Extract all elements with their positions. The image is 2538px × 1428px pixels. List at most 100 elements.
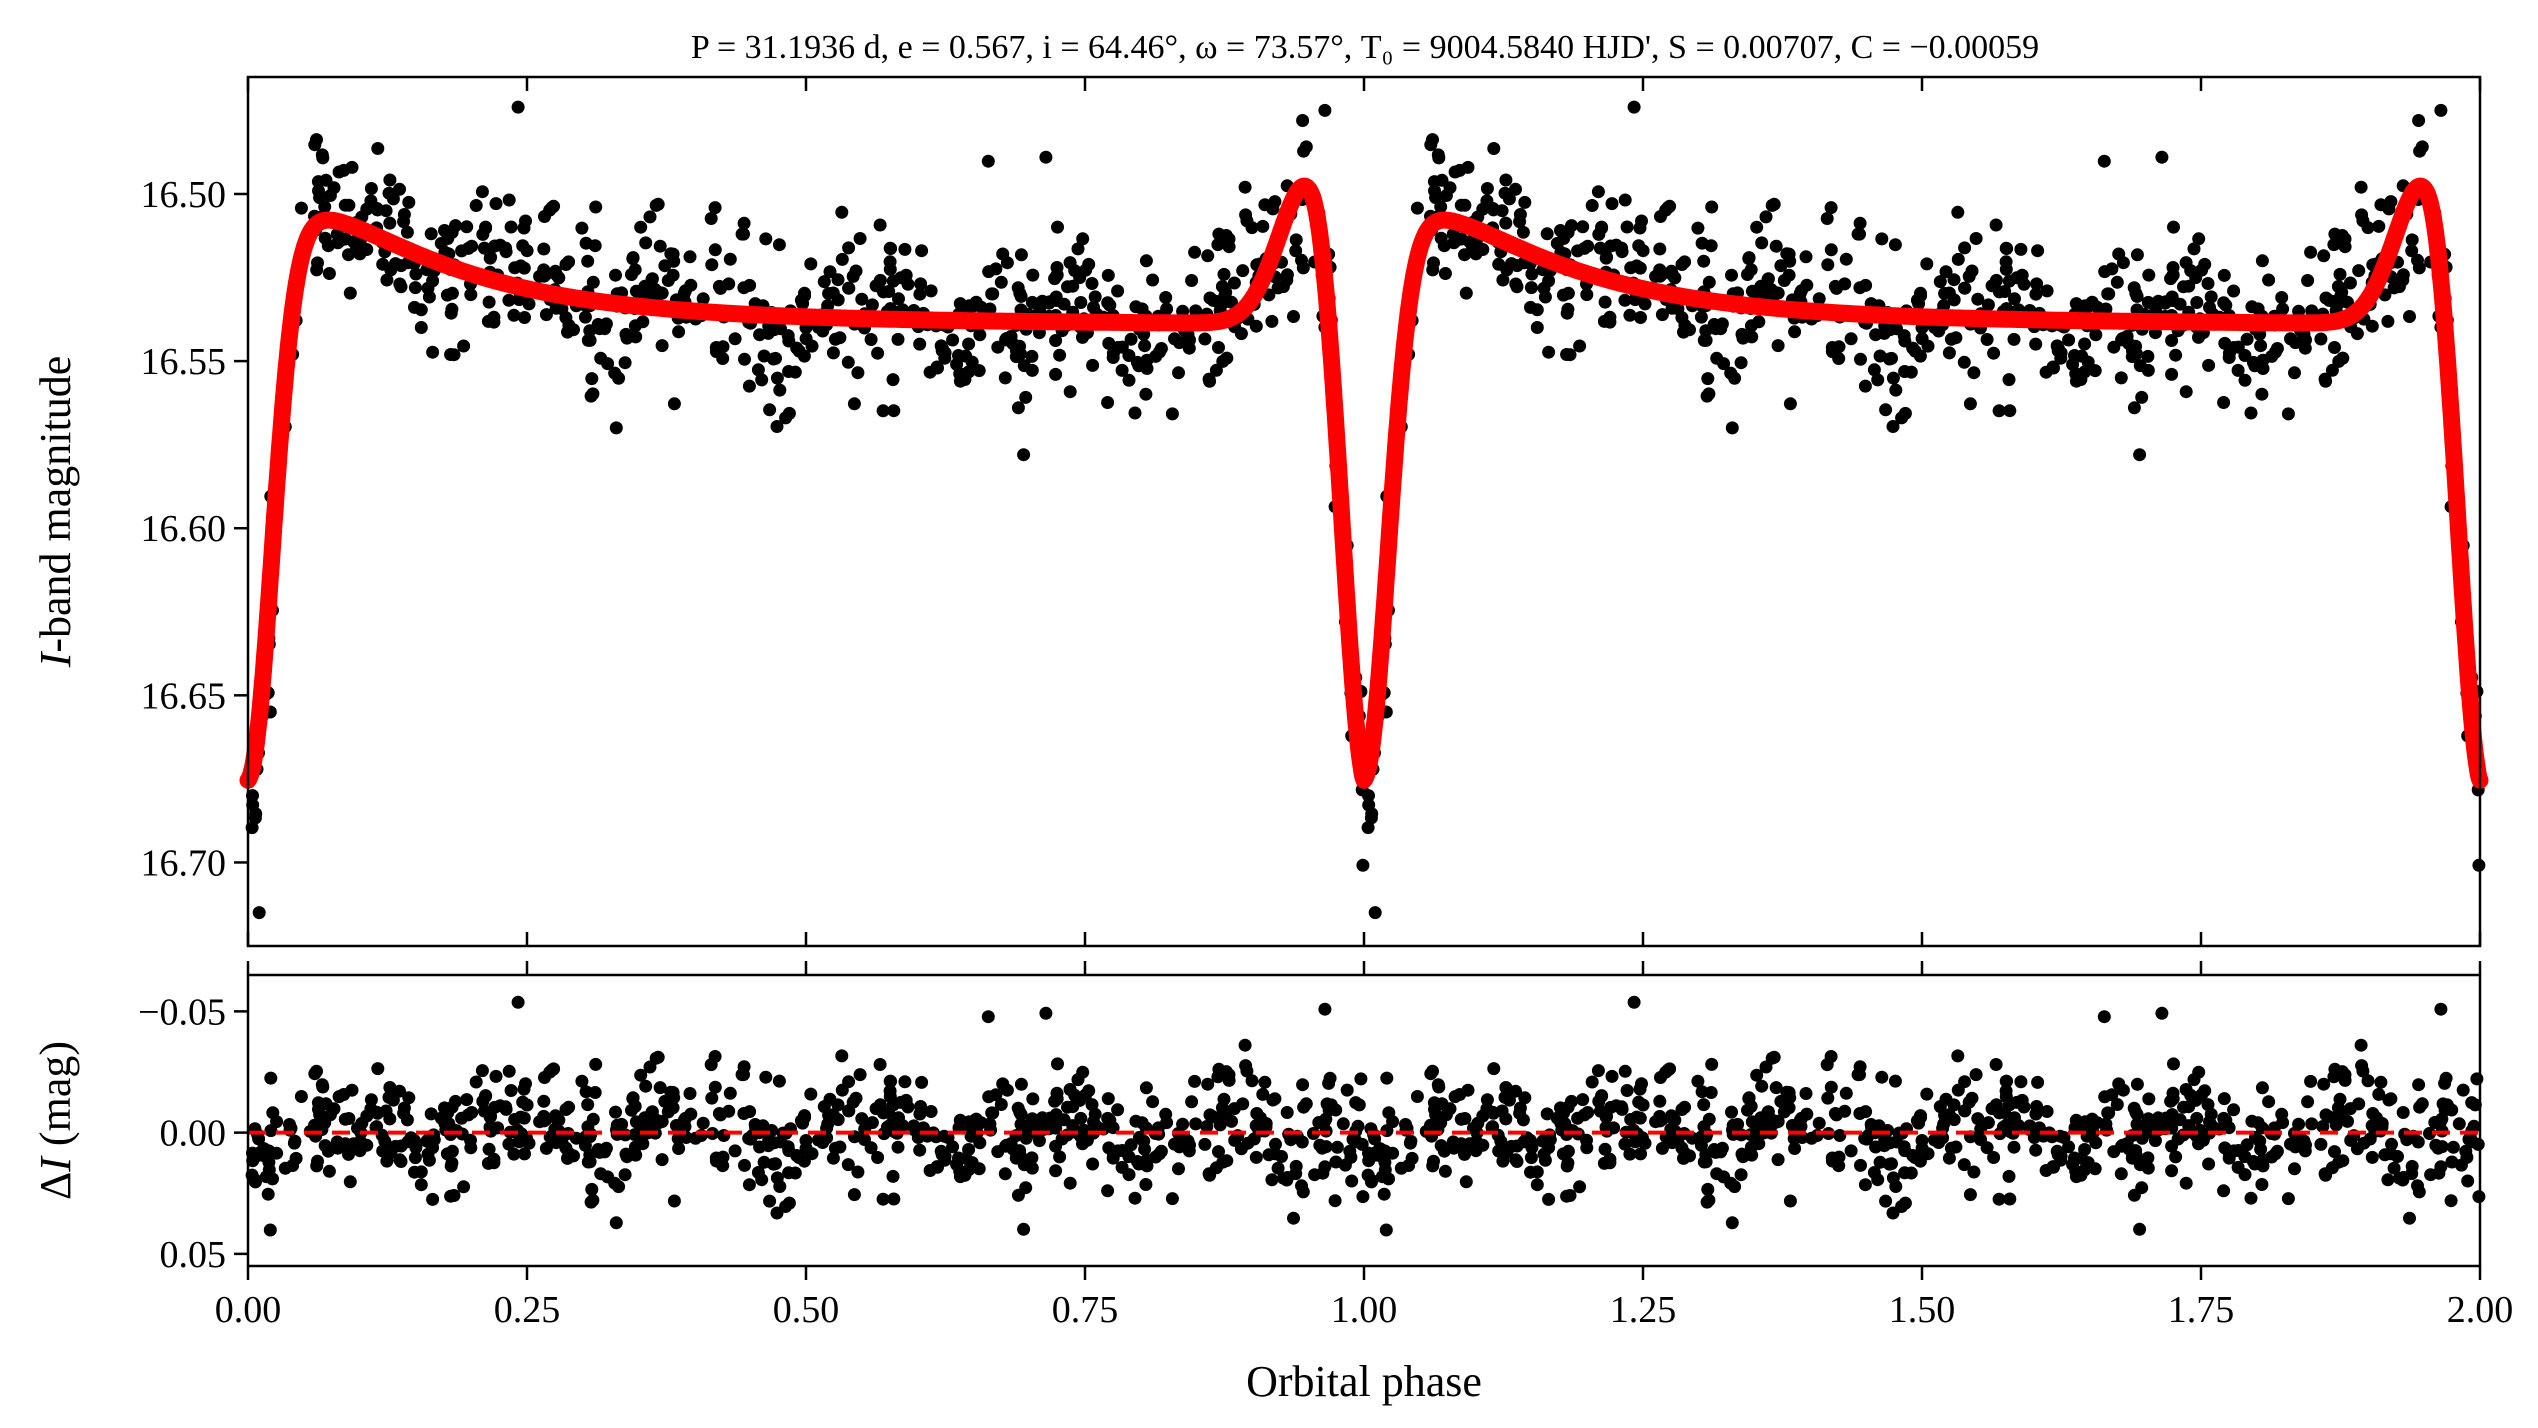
data-point xyxy=(1115,363,1129,377)
residual-point xyxy=(708,1080,722,1094)
data-point xyxy=(716,352,730,365)
data-point xyxy=(2335,285,2349,299)
data-point xyxy=(618,356,632,370)
residual-point xyxy=(2227,1103,2241,1117)
residual-point xyxy=(475,1064,489,1078)
data-point xyxy=(1540,227,1554,241)
residual-point xyxy=(479,1089,493,1103)
residual-point xyxy=(294,1090,308,1103)
residual-point xyxy=(421,1133,435,1147)
data-point xyxy=(1295,253,1308,267)
residual-point xyxy=(2075,1151,2089,1165)
data-point xyxy=(504,220,518,234)
data-point xyxy=(770,420,784,433)
data-point xyxy=(2254,339,2268,353)
data-point xyxy=(1287,310,1300,323)
data-point xyxy=(1053,348,1067,362)
residual-point xyxy=(402,1091,416,1105)
residual-point xyxy=(1438,1164,1452,1178)
residual-point xyxy=(318,1139,332,1153)
residual-point xyxy=(1524,1151,1538,1165)
residual-point xyxy=(886,1169,900,1183)
data-point xyxy=(414,303,428,317)
data-point xyxy=(1654,210,1667,223)
data-point xyxy=(743,278,757,292)
residual-point xyxy=(1618,1064,1632,1078)
data-point xyxy=(426,274,440,288)
residual-point xyxy=(2317,1077,2331,1091)
data-point xyxy=(2317,249,2331,263)
data-point xyxy=(683,250,697,264)
bottom-x-tick-label: 0.75 xyxy=(1052,1289,1119,1331)
data-point xyxy=(1595,221,1609,235)
data-point xyxy=(1701,372,1715,386)
data-point xyxy=(1949,331,1963,345)
residual-point xyxy=(773,1180,787,1193)
data-point xyxy=(1111,341,1125,354)
data-point xyxy=(2062,333,2076,347)
residual-point xyxy=(2343,1102,2357,1116)
residual-point xyxy=(1055,1132,1069,1146)
data-point xyxy=(1871,373,1885,387)
data-point xyxy=(696,292,710,306)
data-point xyxy=(1516,225,1530,239)
residual-point xyxy=(1725,1216,1739,1230)
residual-point xyxy=(1377,1187,1391,1201)
residual-point xyxy=(924,1105,938,1118)
residual-point xyxy=(379,1104,393,1118)
data-point xyxy=(2354,180,2368,194)
data-point xyxy=(2288,336,2302,350)
data-point xyxy=(846,269,860,283)
residual-point xyxy=(408,1151,422,1165)
residual-point xyxy=(628,1099,642,1113)
residual-point xyxy=(1249,1150,1263,1164)
data-point xyxy=(1165,407,1179,421)
residual-point xyxy=(1833,1129,1847,1142)
residual-point xyxy=(1287,1211,1300,1225)
residual-point xyxy=(1726,1118,1740,1132)
residual-point xyxy=(759,1070,773,1084)
residual-point xyxy=(1345,1174,1359,1188)
data-point xyxy=(1883,352,1896,366)
residual-point xyxy=(1111,1103,1125,1117)
bottom-y-axis-label-italic: I xyxy=(31,1155,80,1173)
data-point xyxy=(1188,245,1202,259)
residual-point xyxy=(1630,1110,1644,1124)
data-point xyxy=(547,199,561,213)
data-point xyxy=(1487,142,1501,155)
data-point xyxy=(923,365,937,379)
residual-point xyxy=(455,1111,469,1125)
residual-point xyxy=(1220,1154,1234,1168)
data-point xyxy=(751,363,765,377)
data-point xyxy=(972,364,986,378)
data-point xyxy=(609,421,623,435)
residual-point xyxy=(1735,1147,1749,1161)
residual-point xyxy=(1014,1077,1028,1091)
residual-point xyxy=(1318,1002,1332,1016)
bottom-y-tick-label: −0.05 xyxy=(138,991,226,1033)
data-point xyxy=(2088,364,2102,378)
data-point xyxy=(1495,204,1509,218)
residual-point xyxy=(2387,1161,2401,1175)
residual-point xyxy=(1459,1175,1473,1189)
residual-point xyxy=(2017,1100,2031,1114)
data-point xyxy=(1581,239,1595,253)
data-point xyxy=(2031,244,2045,258)
residual-point xyxy=(876,1192,890,1206)
residual-point xyxy=(2130,1077,2144,1091)
residual-point xyxy=(753,1140,767,1154)
data-point xyxy=(1886,371,1900,385)
data-point xyxy=(2244,406,2258,420)
data-point xyxy=(394,259,408,273)
residual-point xyxy=(667,1091,681,1105)
data-point xyxy=(2381,314,2395,328)
data-point xyxy=(901,277,915,291)
data-point xyxy=(924,284,938,298)
data-point xyxy=(382,186,396,200)
data-point xyxy=(2105,262,2119,276)
data-point xyxy=(1238,180,1252,194)
data-point xyxy=(1542,345,1556,359)
data-point xyxy=(1710,351,1724,365)
data-point xyxy=(2029,337,2043,351)
data-point xyxy=(892,292,905,306)
